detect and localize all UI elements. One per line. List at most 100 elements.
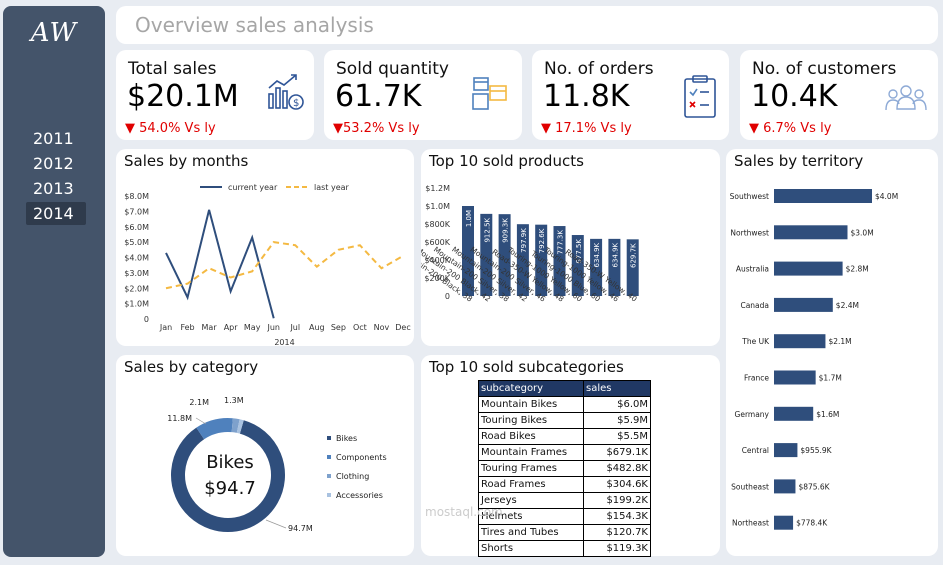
data-label: 912.5K [483,217,491,242]
column-header: sales [583,380,651,397]
sidebar: AW 2011 2012 2013 2014 [3,6,105,557]
data-label: $778.4K [796,519,828,528]
table-header-row: subcategory sales [478,380,651,397]
subcategory-table: subcategory sales Mountain Bikes $6.0M Touri… [478,380,651,557]
subcategory-cell: Mountain Bikes [478,396,584,413]
bar [516,224,529,296]
subcategory-cell: Road Frames [478,476,584,493]
year-button-2012[interactable]: 2012 [33,154,74,173]
subcategory-cell: Shorts [478,540,584,557]
table-row: Touring Bikes $5.9M [478,412,651,429]
bar [774,334,826,349]
y-tick-label: $400K [424,256,450,265]
legend-label: Accessories [336,491,383,500]
bar [774,189,872,203]
x-tick-label: Mar [202,323,218,332]
category-label: France [744,374,769,383]
data-label: 677.5K [575,239,583,264]
table-row: Road Frames $304.6K [478,476,651,493]
year-button-2014[interactable]: 2014 [26,202,86,225]
y-tick-label: $2.0M [124,284,149,293]
legend-label: Clothing [336,472,369,481]
y-tick-label: $8.0M [124,192,149,201]
category-label: Germany [735,410,770,419]
data-label: $875.6K [798,482,830,491]
year-button-2011[interactable]: 2011 [33,129,74,148]
kpi-card-orders: No. of orders 11.8K ▼ 17.1% Vs ly [532,50,729,140]
kpi-change: ▼53.2% Vs ly [333,121,420,136]
data-label: 777.3K [557,230,565,255]
kpi-value: 10.4K [751,79,838,114]
line-chart: 0 $1.0M $2.0M $3.0M $4.0M $5.0M $6.0M $7.0M $8.0… [124,183,410,346]
y-tick-label: 0 [445,292,450,301]
data-label: 909.3K [502,218,510,243]
bar [462,206,474,296]
table-row: Road Bikes $5.5M [478,428,651,445]
data-label: $1.6M [816,410,839,419]
legend-label: Bikes [336,434,357,443]
sales-cell: $154.3K [583,508,651,525]
bar [774,225,848,240]
legend-label: Components [336,453,387,462]
bar [774,443,798,458]
subcategory-cell: Touring Bikes [478,412,584,429]
x-tick-label: Nov [374,323,390,332]
legend-label: current year [228,183,278,192]
donut-slice [236,419,244,434]
panel-sales-by-territory: Sales by territory Southwest $4.0M Northwe… [726,149,938,556]
data-label: $4.0M [875,192,898,201]
y-tick-label: $1.2M [425,184,450,193]
bar [608,238,621,296]
x-tick-label: Sep [331,323,346,332]
panel-top-subcategories: Top 10 sold subcategories subcategory sal… [421,355,720,557]
data-label: 1.3M [224,396,244,405]
category-label: Southwest [730,192,769,201]
bar [774,406,814,421]
kpi-change: ▼ 17.1% Vs ly [541,121,632,136]
panel-title: Top 10 sold products [429,152,584,170]
table-row: Mountain Frames $679.1K [478,444,651,461]
category-label: Northwest [730,228,769,237]
series-line-current-year [165,209,275,319]
svg-text:$: $ [293,98,299,109]
logo: AW [30,18,78,48]
bar [480,213,493,296]
y-tick-label: $600K [424,238,450,247]
subcategory-cell: Tires and Tubes [478,524,584,541]
x-tick-label: Aug [309,323,325,332]
bar [498,214,511,296]
bar [553,226,566,296]
x-tick-label: Apr [224,323,239,332]
kpi-title: Total sales [128,59,217,79]
table-row: Shorts $119.3K [478,540,651,557]
title-bar: Overview sales analysis [116,6,938,44]
sales-cell: $120.7K [583,524,651,541]
kpi-card-total-sales: Total sales $20.1M ▼ 54.0% Vs ly $ [116,50,314,140]
x-tick-label: Jun [266,323,280,332]
bar [774,297,833,312]
donut-center-label: Bikes [206,452,254,473]
data-label: 792.6K [538,228,546,253]
bar [590,238,603,296]
label-leader [265,519,287,529]
label-leader [195,417,207,425]
bar [571,235,584,296]
x-tick-label: Jul [289,323,300,332]
year-button-2013[interactable]: 2013 [33,179,74,198]
kpi-title: No. of customers [752,59,897,79]
legend-swatch [327,493,331,497]
clipboard-icon [684,75,716,118]
column-header: subcategory [478,380,584,397]
legend-label: last year [314,183,350,192]
sales-cell: $5.9M [583,412,651,429]
bar [535,224,548,296]
kpi-value: 61.7K [335,79,422,114]
y-tick-label: $6.0M [124,223,149,232]
data-label: $2.1M [828,337,851,346]
table-row: Mountain Bikes $6.0M [478,396,651,413]
sales-cell: $199.2K [583,492,651,509]
category-label: The UK [741,337,770,346]
legend-swatch [327,455,331,459]
data-label: $955.9K [800,446,832,455]
data-label: 1.0M [465,210,473,227]
